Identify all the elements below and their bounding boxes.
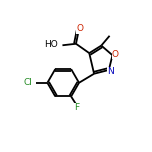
Text: HO: HO: [45, 40, 58, 49]
Text: N: N: [107, 67, 114, 76]
Text: O: O: [112, 50, 119, 59]
Text: O: O: [77, 24, 84, 33]
Text: F: F: [75, 103, 80, 112]
Text: Cl: Cl: [24, 78, 33, 87]
